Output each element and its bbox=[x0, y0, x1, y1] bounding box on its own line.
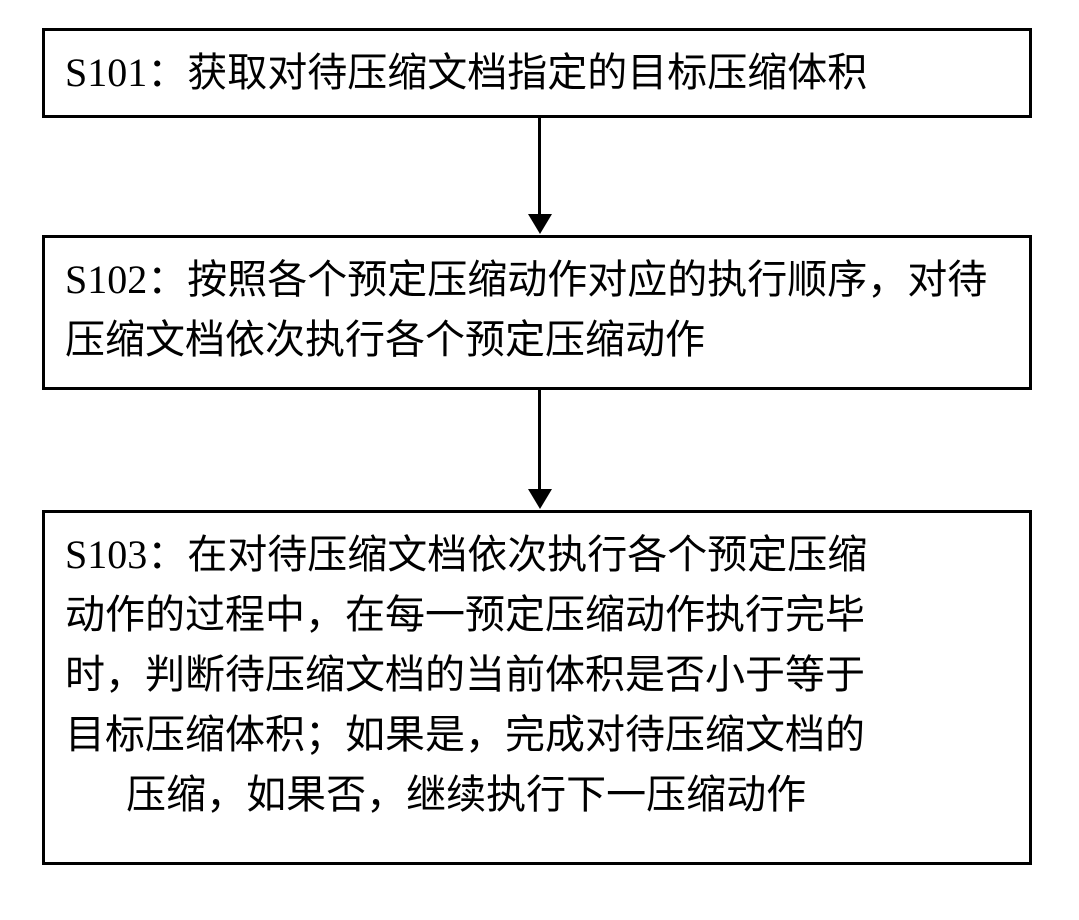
arrow-s102-to-s103 bbox=[528, 390, 552, 509]
node-s103-line3: 时，判断待压缩文档的当前体积是否小于等于 bbox=[65, 652, 865, 697]
flowchart-node-s103: S103：在对待压缩文档依次执行各个预定压缩 动作的过程中，在每一预定压缩动作执… bbox=[42, 510, 1032, 865]
flowchart-node-s101: S101：获取对待压缩文档指定的目标压缩体积 bbox=[42, 28, 1032, 118]
arrow-s101-to-s102 bbox=[528, 118, 552, 234]
node-s103-text: S103：在对待压缩文档依次执行各个预定压缩 动作的过程中，在每一预定压缩动作执… bbox=[65, 525, 867, 825]
flowchart-container: S101：获取对待压缩文档指定的目标压缩体积 S102：按照各个预定压缩动作对应… bbox=[0, 0, 1079, 920]
node-s102-text: S102：按照各个预定压缩动作对应的执行顺序，对待压缩文档依次执行各个预定压缩动… bbox=[65, 250, 1009, 370]
node-s103-line4: 目标压缩体积；如果是，完成对待压缩文档的 bbox=[65, 712, 865, 757]
arrow-head-icon bbox=[528, 489, 552, 509]
arrow-line bbox=[538, 390, 541, 490]
node-s103-line2: 动作的过程中，在每一预定压缩动作执行完毕 bbox=[65, 592, 865, 637]
node-s103-line1: S103：在对待压缩文档依次执行各个预定压缩 bbox=[65, 532, 867, 577]
node-s101-text: S101：获取对待压缩文档指定的目标压缩体积 bbox=[65, 43, 867, 103]
arrow-head-icon bbox=[528, 214, 552, 234]
node-s103-line5: 压缩，如果否，继续执行下一压缩动作 bbox=[65, 765, 867, 825]
arrow-line bbox=[538, 118, 541, 215]
flowchart-node-s102: S102：按照各个预定压缩动作对应的执行顺序，对待压缩文档依次执行各个预定压缩动… bbox=[42, 235, 1032, 390]
